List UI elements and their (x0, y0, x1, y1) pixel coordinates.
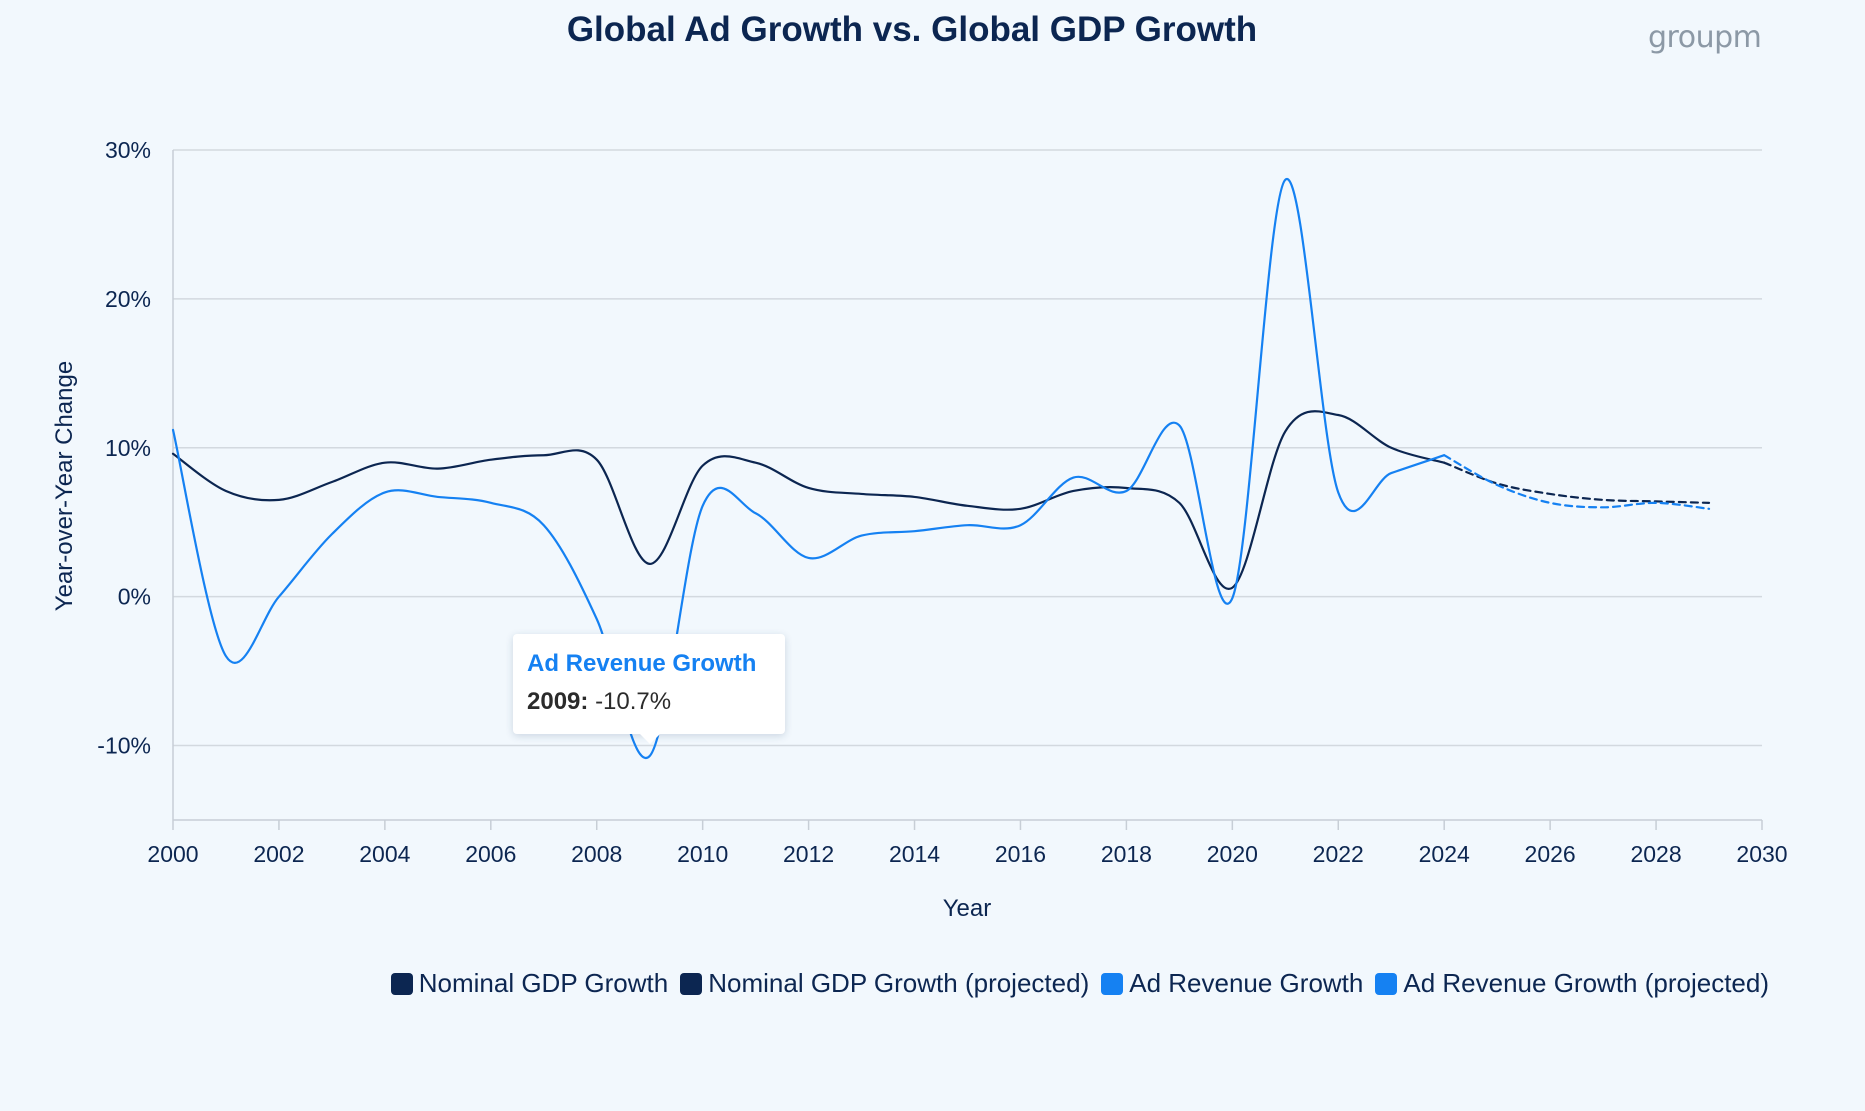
series-line-nominal-gdp[interactable] (171, 410, 1446, 590)
x-tick-label: 2004 (359, 841, 410, 867)
legend-item-ad-revenue[interactable]: Ad Revenue Growth (1101, 968, 1363, 999)
legend-swatch-ad-revenue (1101, 972, 1124, 995)
x-axis-title: Year (943, 895, 992, 922)
legend-label-nominal-gdp: Nominal GDP Growth (418, 968, 669, 998)
legend-swatch-ad-revenue-projected (1375, 972, 1398, 995)
tooltip-value-line: 2009: -10.7% (527, 688, 671, 716)
x-tick-label: 2010 (677, 841, 728, 867)
chart-title: Global Ad Growth vs. Global GDP Growth (566, 10, 1258, 49)
legend-swatch-nominal-gdp-projected (680, 972, 703, 995)
x-tick-label: 2024 (1419, 841, 1470, 867)
x-tick-label: 2026 (1525, 841, 1576, 867)
series-line-nominal-gdp-projected[interactable] (1443, 461, 1711, 504)
y-tick-label: 10% (105, 435, 151, 461)
x-tick-label: 2000 (147, 841, 198, 867)
legend-label-ad-revenue-projected: Ad Revenue Growth (projected) (1403, 968, 1769, 998)
legend-swatch-nominal-gdp (390, 972, 413, 995)
tooltip-year: 2009: (527, 688, 589, 715)
y-tick-label: -10% (97, 733, 151, 759)
y-tick-label: 20% (105, 286, 151, 312)
y-axis-title: Year-over-Year Change (51, 361, 78, 611)
x-tick-label: 2028 (1630, 841, 1681, 867)
brand-logo-text: groupm (1648, 20, 1762, 55)
brand-logo: groupm (1648, 20, 1762, 55)
x-tick-label: 2006 (465, 841, 516, 867)
legend-item-nominal-gdp-projected[interactable]: Nominal GDP Growth (projected) (680, 968, 1089, 999)
x-tick-label: 2018 (1101, 841, 1152, 867)
x-tick-label: 2002 (253, 841, 304, 867)
tick-layer: -10% 0% 10% 20% 30% 2000 2002 2004 2006 2008 2010 2… (97, 137, 1787, 867)
legend-item-ad-revenue-projected[interactable]: Ad Revenue Growth (projected) (1375, 968, 1769, 999)
chart-legend: Nominal GDP Growth Nominal GDP Growth (p… (390, 968, 1769, 999)
x-tick-label: 2012 (783, 841, 834, 867)
series-layer (171, 178, 1711, 760)
x-tick-label: 2016 (995, 841, 1046, 867)
grid-layer (173, 149, 1762, 747)
x-tick-label: 2020 (1207, 841, 1258, 867)
legend-item-nominal-gdp[interactable]: Nominal GDP Growth (390, 968, 669, 999)
axis-layer (172, 150, 1763, 830)
series-line-ad-revenue-projected[interactable] (1443, 454, 1711, 510)
data-tooltip: Ad Revenue Growth 2009: -10.7% (513, 634, 785, 744)
y-tick-label: 30% (105, 137, 151, 163)
x-tick-label: 2014 (889, 841, 940, 867)
legend-label-nominal-gdp-projected: Nominal GDP Growth (projected) (708, 968, 1090, 998)
tooltip-series-name: Ad Revenue Growth (527, 650, 757, 677)
series-line-ad-revenue[interactable] (171, 178, 1446, 760)
legend-label-ad-revenue: Ad Revenue Growth (1129, 968, 1364, 998)
x-tick-label: 2008 (571, 841, 622, 867)
tooltip-value: -10.7% (595, 688, 672, 715)
x-tick-label: 2030 (1736, 841, 1787, 867)
tooltip-pointer (640, 734, 660, 744)
x-tick-label: 2022 (1313, 841, 1364, 867)
y-tick-label: 0% (118, 584, 151, 610)
